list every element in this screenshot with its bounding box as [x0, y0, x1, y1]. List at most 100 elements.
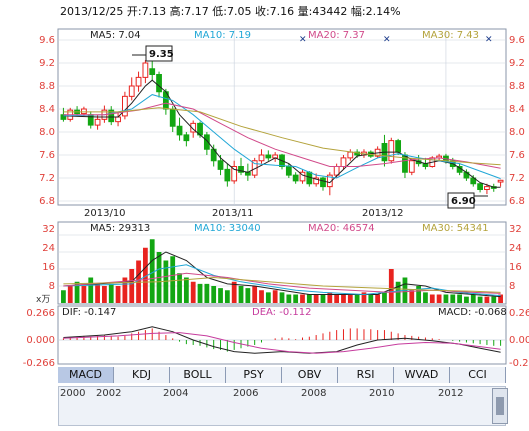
tab-boll[interactable]: BOLL	[170, 367, 226, 383]
candle-body	[203, 134, 210, 150]
high-annotation-box	[145, 45, 173, 62]
volume-ma20-label: MA20: 46574	[308, 223, 375, 234]
price-tick: 8.8	[509, 81, 525, 92]
candle-body	[128, 85, 135, 97]
macd-dea-line	[63, 332, 501, 354]
candle-body	[497, 179, 504, 183]
timeline-year: 2012	[438, 388, 464, 399]
timeline-navigator[interactable]	[58, 386, 506, 426]
indicator-tabs: MACD KDJ BOLL PSY OBV RSI WVAD CCI	[58, 367, 506, 383]
price-tick: 8.0	[509, 127, 525, 138]
volume-bar	[341, 294, 346, 303]
volume-bar	[279, 292, 285, 303]
tab-obv[interactable]: OBV	[282, 367, 338, 383]
volume-bar	[416, 286, 422, 303]
macd-dif-line	[63, 326, 501, 354]
candle-body	[149, 68, 156, 75]
volume-bar	[409, 290, 415, 303]
volume-bar	[102, 286, 107, 303]
volume-y-ticks-right: 32 24 16 8	[509, 224, 522, 292]
candle-body	[395, 140, 402, 153]
volume-tick: 24	[42, 243, 55, 254]
macd-panel-frame	[57, 305, 507, 365]
volume-bar	[272, 290, 278, 303]
macd-tick: 0.000	[26, 335, 55, 346]
volume-bar	[231, 281, 237, 303]
volume-bar	[142, 247, 148, 303]
timeline-year: 2004	[163, 388, 189, 399]
volume-tick: 24	[509, 243, 522, 254]
volume-bar	[368, 294, 374, 303]
volume-bar	[457, 294, 462, 303]
price-tick: 8.4	[509, 104, 525, 115]
volume-tick: 8	[509, 281, 515, 292]
price-tick: 6.8	[39, 196, 55, 207]
volume-bar	[327, 292, 333, 303]
price-tick: 8.4	[39, 104, 55, 115]
volume-tick: 32	[42, 224, 55, 235]
candle-body	[142, 62, 149, 78]
macd-tick: 0.266	[509, 308, 529, 319]
volume-bar	[183, 277, 189, 303]
price-ma30-label: MA30: 7.43	[422, 30, 479, 41]
volume-bar	[470, 294, 476, 303]
price-tick: 9.2	[39, 58, 55, 69]
timeline-year: 2006	[233, 388, 259, 399]
tab-macd[interactable]: MACD	[58, 367, 114, 383]
volume-bar	[190, 281, 196, 303]
candle-body	[169, 108, 176, 127]
candle-body	[408, 160, 415, 173]
price-tick: 6.8	[509, 196, 525, 207]
candle-body	[81, 108, 87, 115]
candle-body	[313, 177, 320, 185]
volume-bar	[88, 277, 94, 303]
grip-icon	[496, 397, 504, 415]
price-ma5-label: MA5: 7.04	[90, 30, 141, 41]
marker-star-icon: ✕	[383, 35, 391, 45]
marker-star-icon: ✕	[485, 35, 493, 45]
volume-bar	[491, 296, 497, 303]
macd-dif-label: DIF: -0.147	[62, 307, 116, 318]
volume-bar	[122, 277, 128, 303]
volume-bar	[423, 292, 428, 303]
price-series	[60, 54, 504, 196]
price-info-bar: 2013/12/25 开:7.13 高:7.17 低:7.05 收:7.16 量…	[60, 5, 401, 18]
volume-bar	[108, 283, 114, 303]
price-ma20-label: MA20: 7.37	[308, 30, 365, 41]
tab-wvad[interactable]: WVAD	[394, 367, 450, 383]
volume-bar	[313, 294, 319, 303]
candle-body	[484, 186, 490, 190]
macd-tick: 0.000	[509, 335, 529, 346]
volume-bar	[477, 296, 483, 303]
volume-bar	[484, 296, 490, 303]
volume-bar	[67, 286, 73, 303]
tab-psy[interactable]: PSY	[226, 367, 282, 383]
volume-bar	[429, 294, 435, 303]
volume-ma30-line	[63, 276, 501, 293]
volume-ma30-label: MA30: 54341	[422, 223, 489, 234]
tab-cci[interactable]: CCI	[450, 367, 506, 383]
volume-bar	[450, 294, 456, 303]
price-panel-frame	[57, 28, 507, 206]
timeline-scroll-handle[interactable]	[492, 388, 508, 424]
macd-tick: -0.266	[509, 358, 529, 369]
price-x-label: 2013/10	[84, 208, 126, 219]
macd-tick: 0.266	[26, 308, 55, 319]
marker-star-icon: ✕	[299, 35, 307, 45]
tab-kdj[interactable]: KDJ	[114, 367, 170, 383]
volume-bar	[197, 283, 203, 303]
price-ma20-line	[63, 102, 501, 169]
volume-bar	[347, 294, 353, 303]
volume-bar	[252, 286, 258, 303]
volume-bar	[388, 269, 394, 303]
candle-body	[285, 166, 292, 176]
volume-bar	[245, 288, 251, 303]
candle-body	[292, 174, 299, 182]
volume-tick: 32	[509, 224, 522, 235]
volume-bar	[204, 283, 210, 303]
volume-bar	[464, 296, 469, 303]
tab-rsi[interactable]: RSI	[338, 367, 394, 383]
volume-bar	[334, 294, 340, 303]
volume-bar	[218, 288, 223, 303]
